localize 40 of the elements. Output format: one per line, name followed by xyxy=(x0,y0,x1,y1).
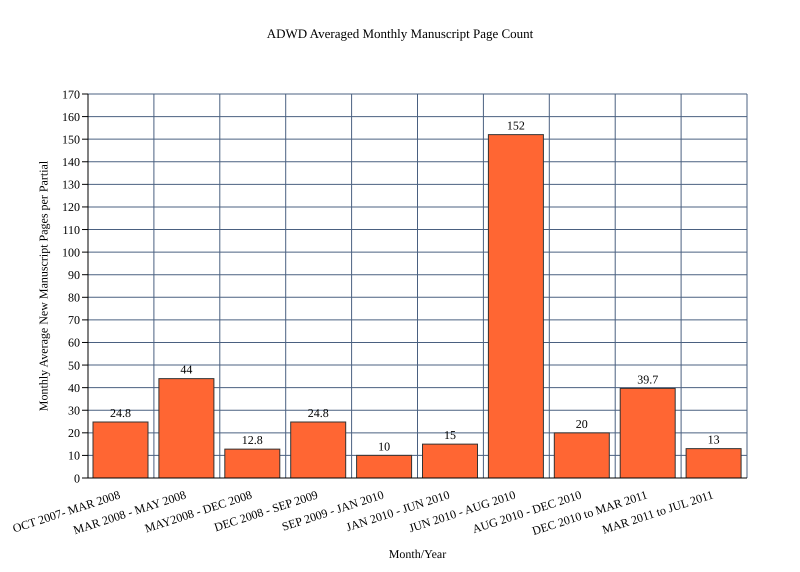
bar xyxy=(290,421,346,478)
y-tick-label: 110 xyxy=(62,222,80,237)
data-label: 39.7 xyxy=(637,372,658,386)
y-tick-label: 100 xyxy=(62,245,80,260)
y-tick-label: 120 xyxy=(62,200,80,214)
y-tick-label: 10 xyxy=(68,448,80,463)
bar xyxy=(686,448,742,478)
y-tick-label: 0 xyxy=(74,471,80,486)
bar xyxy=(356,454,412,478)
y-tick-label: 90 xyxy=(68,268,80,282)
y-tick-label: 130 xyxy=(62,178,80,192)
y-tick-label: 150 xyxy=(62,132,80,146)
y-axis-title: Monthly Average New Manuscript Pages per Partial xyxy=(36,160,50,412)
bar xyxy=(554,432,610,478)
y-tick-label: 60 xyxy=(68,336,80,350)
chart-title: ADWD Averaged Monthly Manuscript Page Count xyxy=(266,25,534,43)
bar xyxy=(224,448,280,478)
data-label: 24.8 xyxy=(110,406,131,420)
y-tick-label: 50 xyxy=(68,358,80,372)
data-label: 10 xyxy=(378,439,390,454)
x-axis-title: Month/Year xyxy=(388,547,446,561)
y-tick-label: 40 xyxy=(68,380,80,395)
data-label: 20 xyxy=(576,416,588,431)
y-tick-label: 170 xyxy=(62,87,80,102)
bar xyxy=(620,388,676,478)
y-tick-label: 140 xyxy=(62,155,80,170)
y-tick-label: 20 xyxy=(68,426,80,440)
data-label: 13 xyxy=(708,432,720,447)
data-label: 44 xyxy=(180,362,192,377)
y-tick-label: 160 xyxy=(62,110,80,124)
y-tick-label: 80 xyxy=(68,290,80,305)
y-tick-label: 70 xyxy=(68,313,80,328)
y-tick-label: 30 xyxy=(68,403,80,418)
bar xyxy=(158,378,214,478)
bar xyxy=(422,444,478,478)
data-label: 24.8 xyxy=(308,406,329,420)
bar xyxy=(92,421,148,478)
bar xyxy=(488,134,544,478)
data-label: 152 xyxy=(506,118,525,133)
data-label: 12.8 xyxy=(242,433,263,448)
